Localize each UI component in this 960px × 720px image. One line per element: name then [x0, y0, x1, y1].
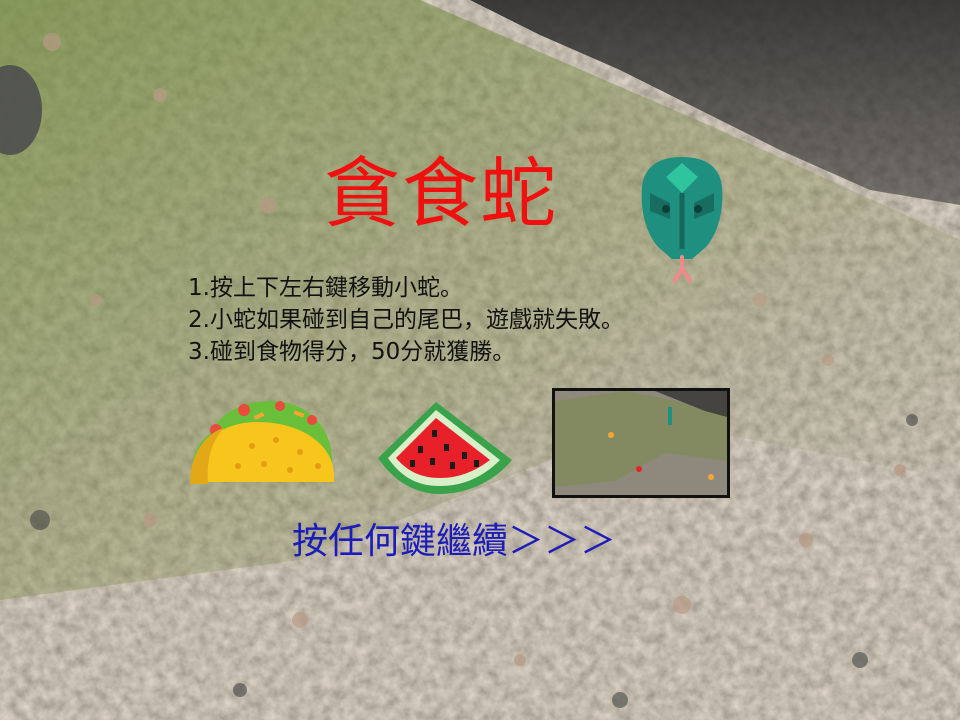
rule-1: 1.按上下左右鍵移動小蛇。	[188, 275, 463, 301]
press-any-key-prompt[interactable]: 按任何鍵繼續＞＞＞	[292, 521, 617, 562]
rule-2: 2.小蛇如果碰到自己的尾巴，遊戲就失敗。	[188, 307, 624, 333]
watermelon-icon	[378, 402, 512, 494]
preview-snake	[668, 407, 672, 425]
rule-3: 3.碰到食物得分，50分就獲勝。	[188, 339, 516, 365]
snake-head-icon	[641, 157, 723, 283]
game-title: 貪食蛇	[324, 149, 558, 238]
rules-list: 1.按上下左右鍵移動小蛇。 2.小蛇如果碰到自己的尾巴，遊戲就失敗。 3.碰到食…	[188, 272, 624, 368]
gameplay-preview	[552, 388, 730, 498]
taco-icon	[190, 401, 334, 484]
